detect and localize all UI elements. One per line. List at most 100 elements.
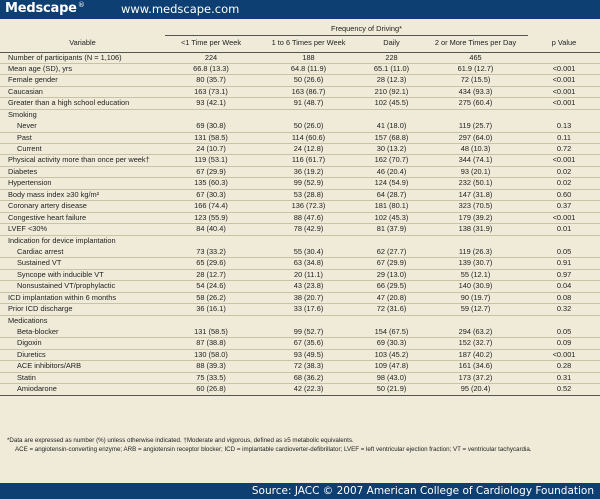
row-label: Statin — [0, 372, 165, 385]
cell-p-value: <0.001 — [528, 74, 600, 87]
row-label: Amiodarone — [0, 383, 165, 396]
cell-1-to-6-weekly: 72 (38.3) — [257, 360, 360, 373]
cell-less-than-1-weekly: 65 (29.6) — [165, 257, 257, 270]
cell-p-value: <0.001 — [528, 63, 600, 76]
table-row: Body mass index ≥30 kg/m² 67 (30.3) 53 (28… — [0, 189, 600, 202]
row-label: ICD implantation within 6 months — [0, 292, 165, 305]
cell-2-or-more-daily: 161 (34.6) — [423, 360, 529, 373]
cell-p-value: 0.97 — [528, 269, 600, 282]
cell-1-to-6-weekly: 36 (19.2) — [257, 166, 360, 179]
cell-less-than-1-weekly: 60 (26.8) — [165, 383, 257, 396]
cell-p-value: <0.001 — [528, 97, 600, 110]
cell-2-or-more-daily: 232 (50.1) — [423, 177, 529, 190]
cell-daily: 228 — [360, 52, 423, 64]
cell-p-value: 0.37 — [528, 200, 600, 213]
cell-2-or-more-daily: 119 (25.7) — [423, 120, 529, 133]
table-row: Current 24 (10.7) 24 (12.8) 30 (13.2) 48 (10… — [0, 143, 600, 156]
cell-daily: 30 (13.2) — [360, 143, 423, 156]
cell-2-or-more-daily — [423, 315, 528, 326]
frequency-group-header: Frequency of Driving* — [165, 19, 529, 36]
cell-p-value: 0.02 — [528, 177, 600, 190]
cell-2-or-more-daily: 294 (63.2) — [423, 326, 529, 339]
table-row: Nonsustained VT/prophylactic 54 (24.6) 43 … — [0, 280, 600, 293]
row-label: Female gender — [0, 74, 165, 87]
row-label: Body mass index ≥30 kg/m² — [0, 189, 165, 202]
cell-p-value: 0.60 — [528, 189, 600, 202]
cell-p-value: 0.31 — [528, 372, 600, 385]
table-row: Statin 75 (33.5) 68 (36.2) 98 (43.0) 173 (37… — [0, 372, 600, 385]
table-row: Caucasian 163 (73.1) 163 (86.7) 210 (92.1) 4… — [0, 86, 600, 99]
row-label: Cardiac arrest — [0, 246, 165, 259]
cell-1-to-6-weekly: 78 (42.9) — [257, 223, 360, 236]
cell-1-to-6-weekly: 33 (17.6) — [257, 303, 360, 316]
cell-1-to-6-weekly — [257, 315, 360, 326]
cell-less-than-1-weekly: 67 (29.9) — [165, 166, 257, 179]
table-row: Amiodarone 60 (26.8) 42 (22.3) 50 (21.9) 95 … — [0, 383, 600, 396]
table-row: Prior ICD discharge 36 (16.1) 33 (17.6) 72 … — [0, 303, 600, 316]
table-row: Indication for device implantation — [0, 235, 600, 246]
table-row: ACE inhibitors/ARB 88 (39.3) 72 (38.3) 109 … — [0, 360, 600, 373]
brand-name: Medscape — [5, 1, 77, 16]
cell-p-value: 0.13 — [528, 120, 600, 133]
cell-daily: 29 (13.0) — [360, 269, 423, 282]
cell-p-value: 0.32 — [528, 303, 600, 316]
cell-daily: 124 (54.9) — [360, 177, 423, 190]
cell-p-value: 0.11 — [528, 132, 600, 145]
table-row: Greater than a high school education 93 (… — [0, 97, 600, 110]
cell-p-value: 0.28 — [528, 360, 600, 373]
row-label: Diabetes — [0, 166, 165, 179]
table-row: Sustained VT 65 (29.6) 63 (34.8) 67 (29.9) 1… — [0, 257, 600, 270]
row-label: Sustained VT — [0, 257, 165, 270]
table-row: Diabetes 67 (29.9) 36 (19.2) 46 (20.4) 93 (2… — [0, 166, 600, 179]
row-label: Mean age (SD), yrs — [0, 63, 165, 76]
cell-less-than-1-weekly — [165, 109, 257, 120]
cell-less-than-1-weekly: 58 (26.2) — [165, 292, 257, 305]
cell-less-than-1-weekly — [165, 235, 257, 246]
cell-p-value: <0.001 — [528, 154, 600, 167]
cell-1-to-6-weekly: 116 (61.7) — [257, 154, 360, 167]
table-row: Hypertension 135 (60.3) 99 (52.9) 124 (54.9… — [0, 177, 600, 190]
cell-daily: 109 (47.8) — [360, 360, 423, 373]
cell-2-or-more-daily: 55 (12.1) — [423, 269, 529, 282]
site-url-link[interactable]: www.medscape.com — [121, 2, 240, 16]
cell-daily: 67 (29.9) — [360, 257, 423, 270]
cell-2-or-more-daily: 187 (40.2) — [423, 349, 529, 362]
table-row: Female gender 80 (35.7) 50 (26.6) 28 (12.3)… — [0, 74, 600, 87]
cell-daily: 65.1 (11.0) — [360, 63, 423, 76]
cell-less-than-1-weekly: 73 (33.2) — [165, 246, 257, 259]
table-row: Congestive heart failure 123 (55.9) 88 (47… — [0, 212, 600, 225]
cell-less-than-1-weekly: 75 (33.5) — [165, 372, 257, 385]
row-label: Indication for device implantation — [8, 235, 116, 245]
column-header-p-value: p Value — [528, 35, 600, 53]
group-header-row: Frequency of Driving* — [0, 19, 600, 36]
cell-less-than-1-weekly: 28 (12.7) — [165, 269, 257, 282]
cell-less-than-1-weekly: 166 (74.4) — [165, 200, 257, 213]
row-label: Current — [0, 143, 165, 156]
footnote-data-expression: *Data are expressed as number (%) unless… — [7, 437, 354, 444]
cell-2-or-more-daily: 147 (31.8) — [423, 189, 529, 202]
table-row: Syncope with inducible VT 28 (12.7) 20 (11… — [0, 269, 600, 282]
table-row: Cardiac arrest 73 (33.2) 55 (30.4) 62 (27.7… — [0, 246, 600, 259]
row-label: ACE inhibitors/ARB — [0, 360, 165, 373]
cell-daily: 66 (29.5) — [360, 280, 423, 293]
medscape-logo[interactable]: Medscape® — [5, 1, 85, 16]
cell-p-value: 0.52 — [528, 383, 600, 396]
driving-frequency-table: Frequency of Driving* Variable <1 Time p… — [0, 19, 600, 396]
cell-1-to-6-weekly: 55 (30.4) — [257, 246, 360, 259]
cell-p-value — [528, 52, 600, 64]
row-label: Syncope with inducible VT — [0, 269, 165, 282]
row-label: LVEF <30% — [0, 223, 165, 236]
group-header-spacer-right — [528, 19, 600, 35]
cell-p-value: <0.001 — [528, 86, 600, 99]
table-row: Mean age (SD), yrs 66.8 (13.3) 64.8 (11.9)… — [0, 63, 600, 76]
cell-1-to-6-weekly: 53 (28.8) — [257, 189, 360, 202]
row-label: Number of participants (N = 1,106) — [0, 52, 165, 64]
cell-daily: 102 (45.3) — [360, 212, 423, 225]
cell-1-to-6-weekly: 99 (52.7) — [257, 326, 360, 339]
cell-1-to-6-weekly: 24 (12.8) — [257, 143, 360, 156]
table-row: Physical activity more than once per wee… — [0, 154, 600, 167]
table-row: Smoking — [0, 109, 600, 120]
column-header-row: Variable <1 Time per Week 1 to 6 Times p… — [0, 35, 600, 53]
cell-daily: 157 (68.8) — [360, 132, 423, 145]
table-row: Coronary artery disease 166 (74.4) 136 (72… — [0, 200, 600, 213]
